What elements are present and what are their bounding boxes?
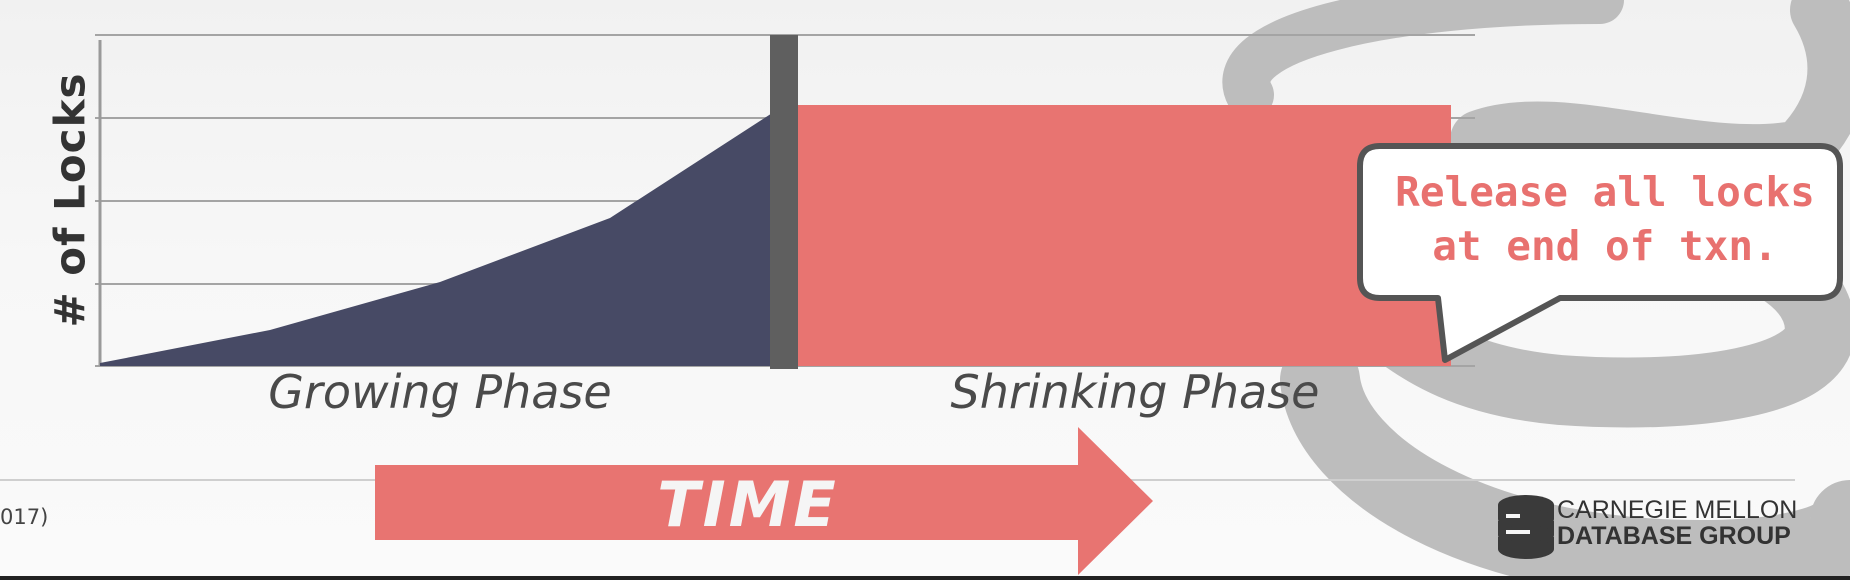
callout-text: Release all locks at end of txn. xyxy=(1365,165,1845,273)
callout-line-1: Release all locks xyxy=(1395,168,1815,216)
y-axis-label: # of Locks xyxy=(45,72,95,328)
shrinking-phase-area xyxy=(798,105,1451,366)
database-logo-icon xyxy=(1498,495,1554,559)
lock-point-bar xyxy=(770,35,798,369)
shrinking-phase-label: Shrinking Phase xyxy=(950,365,1320,419)
callout-line-2: at end of txn. xyxy=(1432,222,1778,270)
time-label: TIME xyxy=(657,468,839,541)
citation-text: 017) xyxy=(0,505,49,529)
growing-phase-label: Growing Phase xyxy=(268,365,612,419)
org-name-line-2: DATABASE GROUP xyxy=(1557,522,1791,550)
callout-bubble xyxy=(1357,143,1843,363)
time-arrow xyxy=(375,427,1153,575)
growing-phase-area xyxy=(100,108,780,366)
org-name-line-1: CARNEGIE MELLON xyxy=(1557,496,1798,524)
